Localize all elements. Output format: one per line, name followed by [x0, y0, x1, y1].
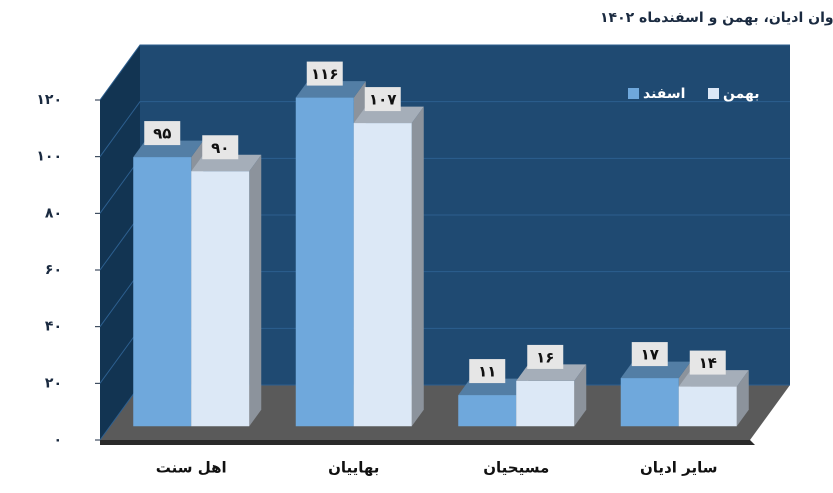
- value-label: ۹۰: [211, 139, 229, 157]
- value-label-box: [144, 121, 181, 146]
- bar-front: [133, 157, 192, 427]
- value-label-box: [527, 344, 564, 369]
- legend-swatch: [708, 88, 719, 99]
- y-tick-label: ۲۰: [45, 375, 62, 391]
- grid-line: [99, 44, 790, 101]
- y-tick-label: ۸۰: [45, 205, 62, 221]
- bar-side: [736, 370, 749, 427]
- bar: [191, 154, 262, 427]
- value-label-box: [306, 61, 343, 86]
- bar: [678, 370, 749, 427]
- value-label: ۹۵: [153, 125, 171, 143]
- y-tick-label: ۱۰۰: [36, 149, 62, 165]
- bar-front: [516, 380, 575, 427]
- value-label: ۱۶: [536, 348, 554, 366]
- x-tick-label: بهاییان: [328, 459, 379, 477]
- x-tick-label: مسیحیان: [483, 459, 549, 477]
- y-tick-label: ۴۰: [45, 319, 62, 335]
- bar-side: [574, 364, 587, 427]
- value-label-box: [631, 342, 668, 367]
- value-label-box: [689, 350, 726, 375]
- bar: [353, 106, 424, 427]
- value-label-box: [364, 87, 401, 112]
- y-tick-label: ۱۲۰: [36, 92, 62, 108]
- bar-front: [678, 386, 737, 427]
- bar-front: [295, 97, 354, 427]
- bar-side: [411, 106, 424, 427]
- legend-label: بهمن: [723, 86, 759, 102]
- value-label: ۱۱۶: [311, 65, 338, 83]
- x-tick-label: سایر ادیان: [640, 459, 717, 477]
- legend-label: اسفند: [643, 86, 685, 102]
- legend-swatch: [628, 88, 639, 99]
- value-label: ۱۰۷: [369, 91, 396, 109]
- bar-front: [620, 378, 679, 427]
- bar-front: [353, 123, 412, 427]
- bar-front: [191, 171, 250, 427]
- y-tick-label: ۰: [53, 432, 62, 448]
- x-tick-label: اهل سنت: [156, 459, 227, 477]
- floor: [100, 385, 790, 440]
- value-label-box: [202, 135, 239, 160]
- value-label: ۱۷: [641, 346, 659, 364]
- value-label-box: [469, 359, 506, 384]
- value-label: ۱۴: [699, 354, 717, 372]
- bar: [516, 364, 587, 427]
- value-label: ۱۱: [478, 363, 496, 381]
- floor-edge: [100, 440, 755, 445]
- bar-front: [458, 395, 517, 427]
- bar-side: [249, 154, 262, 427]
- y-tick-label: ۶۰: [45, 262, 62, 278]
- grid-line: [99, 101, 790, 157]
- chart-title: نمودار آماری نقض حقوق پیروان ادیان، بهمن…: [600, 8, 833, 26]
